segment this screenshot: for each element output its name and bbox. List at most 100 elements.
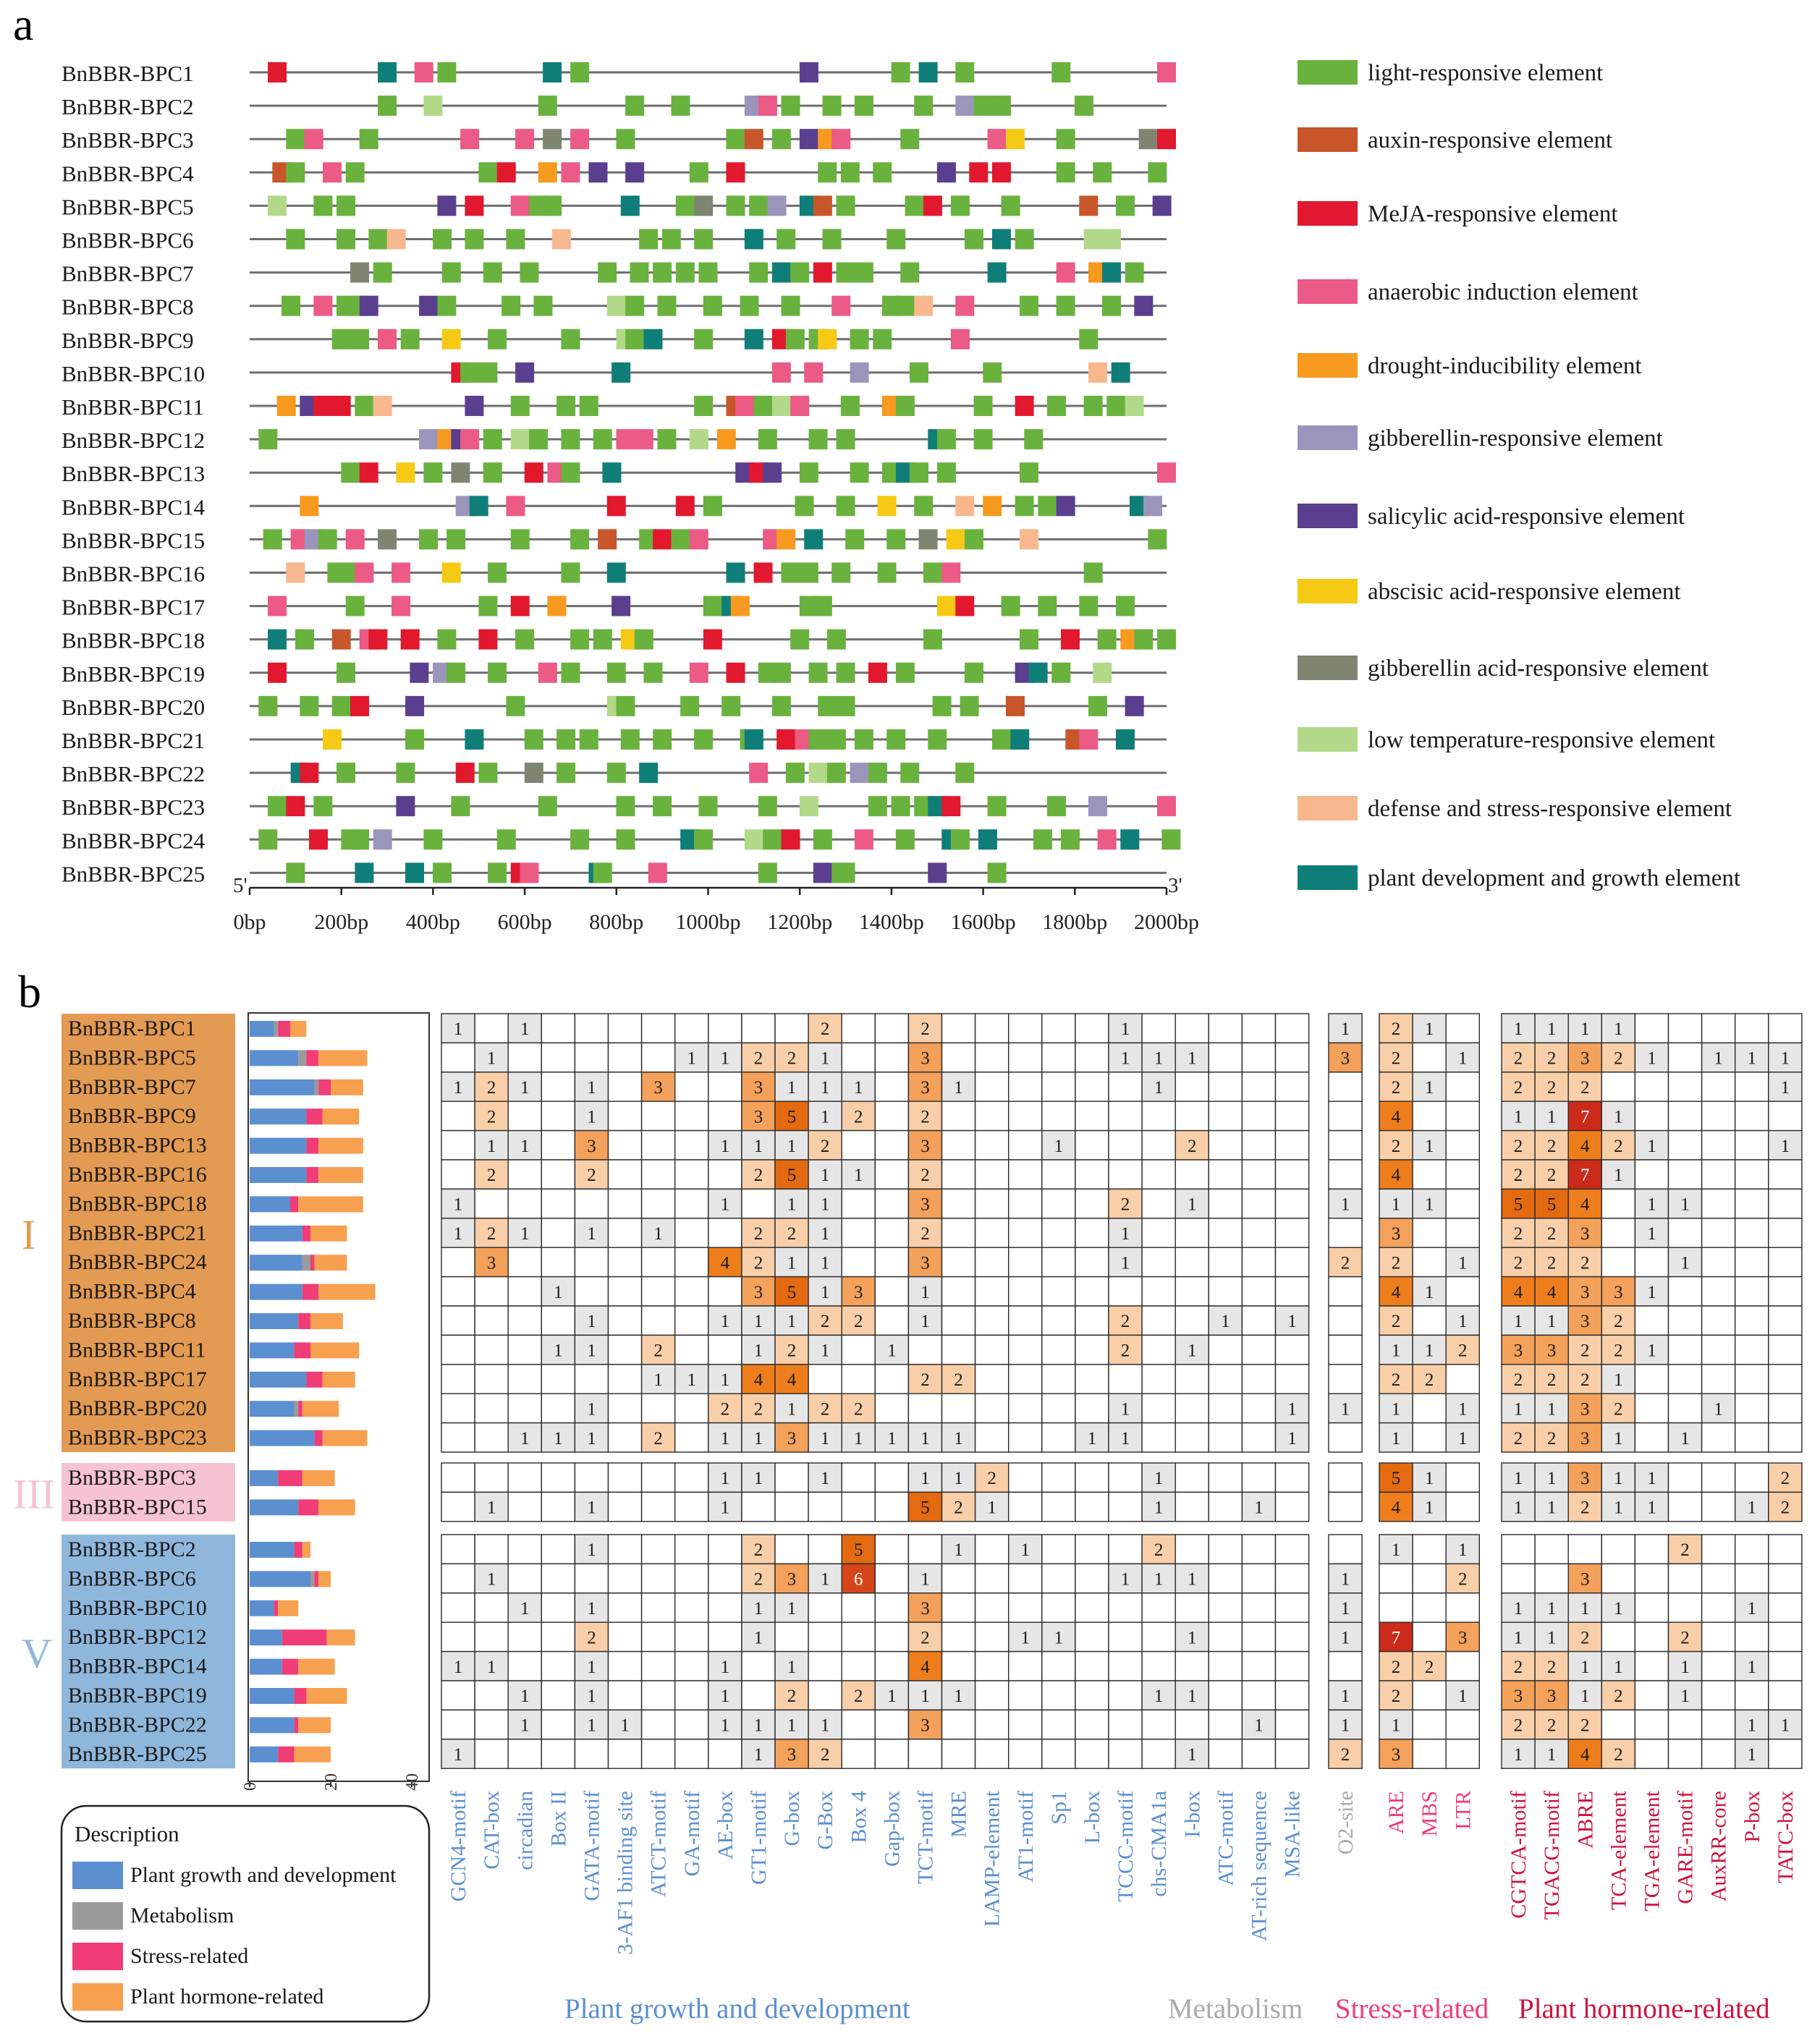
heatmap-cell-value: 1 (1547, 1019, 1557, 1039)
heatmap-cell-value: 2 (487, 1078, 496, 1098)
cis-element-box (868, 796, 887, 817)
cis-element-box (483, 462, 502, 483)
heatmap-cell (1379, 1739, 1413, 1769)
heatmap-cell (774, 1129, 809, 1161)
heatmap-cell (1701, 1247, 1736, 1278)
cis-element-box (854, 96, 873, 116)
heatmap-cell-value: 1 (721, 1195, 730, 1215)
heatmap-cell-value: 2 (1547, 1049, 1557, 1069)
cis-element-box (465, 229, 484, 250)
heatmap-cell (774, 1393, 809, 1424)
column-label: TATC-box (1774, 1791, 1798, 1883)
heatmap-cell (640, 1159, 676, 1190)
bar-segment (250, 1225, 302, 1242)
gene-label-a: BnBBR-BPC25 (62, 861, 205, 886)
heatmap-cell (741, 1334, 776, 1365)
cis-element-box (337, 763, 356, 784)
heatmap-cell-value: 1 (1580, 1019, 1590, 1039)
heatmap-cell (1445, 1247, 1480, 1278)
heatmap-cell-value: 2 (821, 1312, 830, 1331)
heatmap-cell (1108, 1042, 1143, 1073)
bar-segment (306, 1050, 319, 1066)
heatmap-cell-value: 1 (1781, 1078, 1790, 1098)
cis-element-box (909, 362, 928, 383)
cis-element-box (396, 763, 415, 784)
heatmap-cell-value: 1 (920, 1687, 930, 1706)
cis-element-box (799, 562, 818, 583)
heatmap-cell-value: 1 (1458, 1312, 1468, 1331)
cis-element-box (419, 429, 439, 450)
heatmap-cell (1501, 1422, 1536, 1453)
heatmap-cell-value: 3 (1580, 1312, 1590, 1331)
heatmap-cell (640, 1592, 676, 1623)
heatmap-cell (1768, 1364, 1803, 1394)
heatmap-cell (507, 1042, 543, 1073)
heatmap-cell (1567, 1534, 1602, 1565)
heatmap-cell-value: 3 (920, 1078, 930, 1098)
heatmap-cell (1601, 1650, 1636, 1681)
heatmap-cell (1328, 1364, 1363, 1394)
heatmap-cell-value: 2 (787, 1224, 797, 1244)
heatmap-cell-value: 2 (1514, 1137, 1523, 1156)
axis-tick-label: 1800bp (1042, 910, 1107, 934)
cis-element-box (831, 129, 851, 150)
heatmap-cell (874, 1650, 910, 1681)
heatmap-cell (1667, 1305, 1703, 1336)
heatmap-cell (941, 1739, 976, 1769)
cis-element-box (850, 763, 869, 784)
cis-element-box (331, 695, 351, 716)
cis-element-box (914, 96, 934, 116)
cis-element-box (749, 262, 769, 283)
bar-segment (306, 1371, 323, 1388)
heatmap-cell (507, 1491, 543, 1522)
heatmap-cell (640, 1534, 676, 1565)
heatmap-cell-value: 1 (1514, 1107, 1523, 1127)
heatmap-cell-value: 1 (520, 1687, 530, 1706)
cis-element-box (510, 396, 530, 416)
heatmap-cell (1734, 1013, 1769, 1044)
gene-label-b: BnBBR-BPC17 (68, 1367, 207, 1391)
heatmap-cell-value: 1 (1392, 1195, 1401, 1215)
heatmap-cell-value: 1 (487, 1498, 496, 1518)
heatmap-cell (841, 1334, 876, 1365)
heatmap-cell (741, 1680, 776, 1711)
gene-label-a: BnBBR-BPC18 (62, 628, 205, 653)
heatmap-cell-value: 1 (587, 1341, 596, 1361)
heatmap-cell-value: 1 (1425, 1019, 1434, 1039)
heatmap-cell-value: 2 (1547, 1429, 1557, 1448)
heatmap-cell (1445, 1334, 1480, 1365)
column-label: Box II (546, 1791, 570, 1847)
heatmap-cell (974, 1739, 1010, 1769)
heatmap-cell (941, 1305, 976, 1336)
heatmap-cell (1534, 1393, 1569, 1424)
heatmap-cell-value: 7 (1392, 1628, 1401, 1647)
cis-element-box (465, 396, 484, 416)
heatmap-cell-value: 2 (1580, 1370, 1590, 1390)
heatmap-cell (1601, 1621, 1636, 1653)
heatmap-cell-value: 1 (1514, 1019, 1523, 1039)
heatmap-cell (1274, 1159, 1310, 1190)
cis-element-box (391, 562, 411, 583)
cis-element-box (639, 229, 659, 250)
heatmap-cell-value: 2 (587, 1628, 596, 1647)
heatmap-cell (1108, 1650, 1143, 1681)
heatmap-cell-value: 1 (520, 1019, 530, 1039)
heatmap-cell (1768, 1276, 1803, 1307)
bar-segment (310, 1571, 315, 1587)
heatmap-cell (1274, 1247, 1310, 1278)
heatmap-cell (474, 1334, 509, 1365)
heatmap-cell-value: 2 (1392, 1049, 1401, 1069)
cis-element-box (790, 262, 810, 283)
cis-element-box (1125, 262, 1144, 283)
heatmap-cell (1412, 1621, 1447, 1653)
heatmap-cell-value: 2 (1580, 1253, 1590, 1273)
heatmap-cell-value: 5 (787, 1166, 797, 1185)
heatmap-cell (541, 1218, 576, 1248)
heatmap-cell (1174, 1650, 1209, 1681)
heatmap-cell-value: 1 (1287, 1399, 1297, 1419)
cis-element-box (758, 796, 777, 817)
cis-element-box (964, 529, 983, 550)
heatmap-cell (841, 1072, 876, 1102)
heatmap-cell (907, 1680, 943, 1711)
